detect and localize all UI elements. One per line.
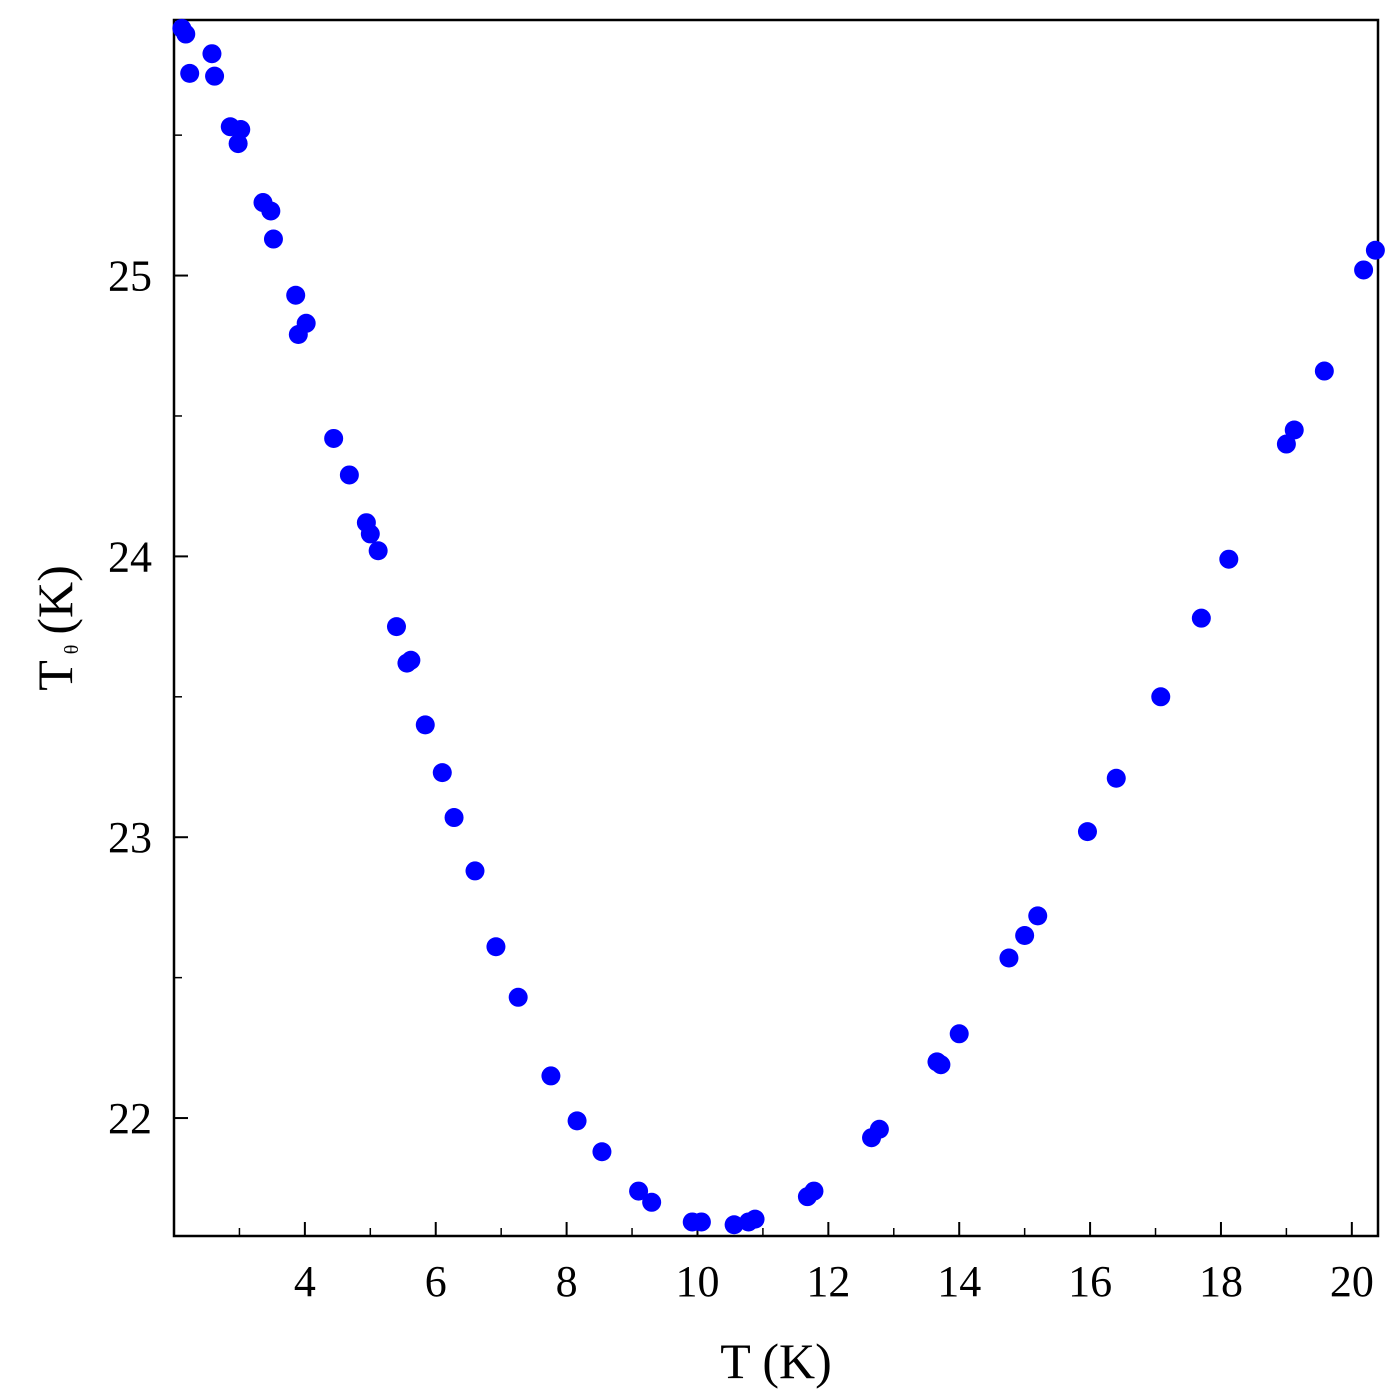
- data-point: [324, 428, 344, 448]
- data-point: [592, 1142, 612, 1162]
- data-point: [228, 134, 248, 154]
- data-point: [231, 120, 251, 140]
- y-axis-title: Tθ (K): [27, 565, 83, 691]
- data-point: [296, 313, 316, 333]
- data-point: [401, 650, 421, 670]
- data-point: [804, 1181, 824, 1201]
- data-point: [999, 948, 1019, 968]
- data-point: [1276, 434, 1296, 454]
- data-point: [541, 1066, 561, 1086]
- y-tick-label: 25: [108, 252, 152, 301]
- data-point: [360, 524, 380, 544]
- data-point: [180, 63, 200, 83]
- data-point: [1015, 926, 1035, 946]
- data-point: [1106, 768, 1126, 788]
- x-tick-label: 4: [294, 1257, 316, 1306]
- data-point: [931, 1055, 951, 1075]
- data-point: [1191, 608, 1211, 628]
- data-point: [629, 1181, 649, 1201]
- svg-text:Tθ(K): Tθ (K): [27, 565, 83, 691]
- data-point: [1365, 240, 1385, 260]
- data-point: [949, 1024, 969, 1044]
- y-axis-title-main: T: [27, 660, 83, 691]
- y-axis-title-subscript: θ: [61, 645, 83, 655]
- data-point: [444, 808, 464, 828]
- x-tick-label: 18: [1199, 1257, 1243, 1306]
- data-point: [1077, 822, 1097, 842]
- data-point: [1028, 906, 1048, 926]
- data-point: [286, 285, 306, 305]
- data-point: [508, 987, 528, 1007]
- data-point: [1354, 260, 1374, 280]
- data-point: [261, 201, 281, 221]
- data-point: [1219, 549, 1239, 569]
- data-point: [486, 937, 506, 957]
- data-point: [1284, 420, 1304, 440]
- data-points: [172, 18, 1385, 1235]
- x-tick-label: 14: [937, 1257, 981, 1306]
- y-axis-ticks: 22 23 24 25: [108, 134, 188, 1143]
- data-point: [263, 229, 283, 249]
- data-point: [386, 617, 406, 637]
- data-point: [745, 1209, 765, 1229]
- data-point: [202, 44, 222, 64]
- data-point: [642, 1192, 662, 1212]
- data-point: [339, 465, 359, 485]
- x-axis-title: T (K): [720, 1333, 832, 1389]
- data-point: [176, 24, 196, 44]
- x-axis-ticks: 4 6 8 10 12 14 16 18 20: [238, 1222, 1374, 1306]
- y-axis-title-units: (K): [27, 565, 83, 634]
- x-tick-label: 6: [425, 1257, 447, 1306]
- data-point: [1151, 687, 1171, 707]
- data-point: [465, 861, 485, 881]
- data-point: [869, 1119, 889, 1139]
- data-point: [724, 1215, 744, 1235]
- data-point: [415, 715, 435, 735]
- data-point: [368, 541, 388, 561]
- data-point: [691, 1212, 711, 1232]
- x-tick-label: 8: [556, 1257, 578, 1306]
- y-tick-label: 23: [108, 813, 152, 862]
- data-point: [1314, 361, 1334, 381]
- plot-frame: [172, 18, 1380, 1238]
- x-tick-label: 12: [806, 1257, 850, 1306]
- y-tick-label: 22: [108, 1094, 152, 1143]
- data-point: [567, 1111, 587, 1131]
- x-tick-label: 10: [675, 1257, 719, 1306]
- y-tick-label: 24: [108, 532, 152, 581]
- data-point: [205, 66, 225, 86]
- data-point: [432, 763, 452, 783]
- x-tick-label: 16: [1068, 1257, 1112, 1306]
- x-tick-label: 20: [1330, 1257, 1374, 1306]
